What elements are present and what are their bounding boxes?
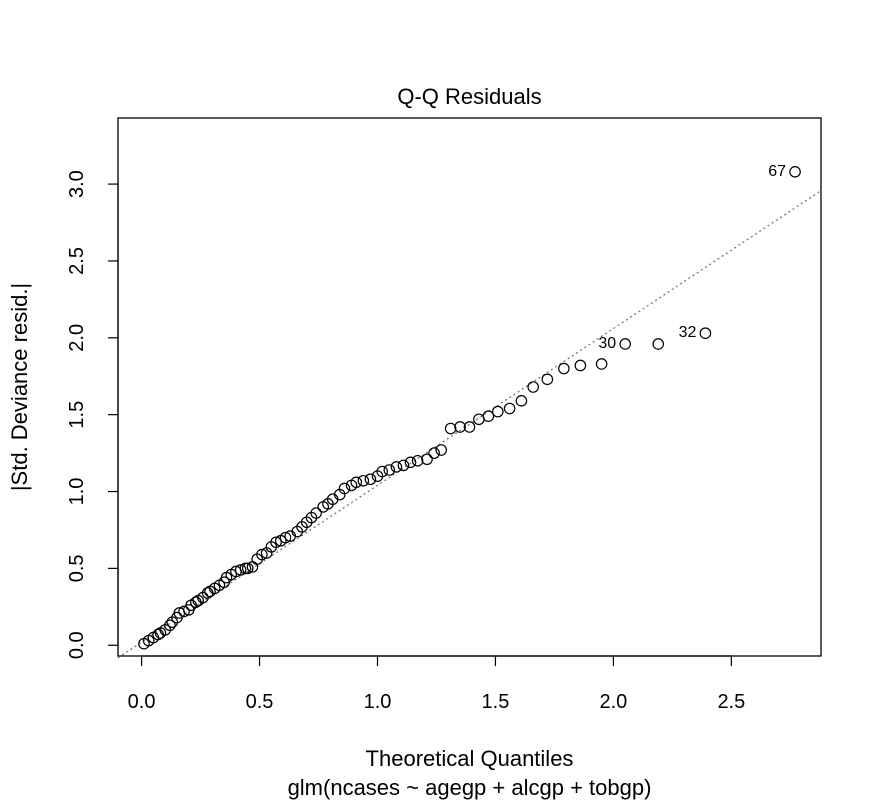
data-point — [270, 536, 282, 549]
data-point — [503, 402, 516, 415]
x-tick-label: 0.0 — [128, 691, 156, 713]
data-point — [178, 605, 190, 618]
data-point — [541, 373, 554, 386]
data-point — [404, 456, 417, 469]
y-axis-label: |Std. Deviance resid.| — [7, 283, 32, 491]
reference-line — [117, 190, 822, 659]
data-point — [383, 464, 396, 476]
data-point — [397, 459, 410, 472]
x-axis: 0.0 0.5 1.0 1.5 2.0 2.5 — [128, 655, 745, 713]
data-point — [357, 474, 370, 487]
x-tick-label: 0.5 — [246, 691, 274, 713]
data-point — [558, 362, 570, 375]
chart-title: Q-Q Residuals — [397, 84, 541, 109]
data-point — [241, 562, 254, 575]
y-tick-label: 1.0 — [66, 478, 88, 506]
data-point — [789, 166, 801, 178]
data-point — [463, 421, 476, 433]
chart-subtitle: glm(ncases ~ agegp + alcgp + tobgp) — [288, 775, 652, 800]
data-point — [428, 447, 440, 459]
data-point — [338, 482, 351, 495]
data-point — [364, 473, 377, 486]
y-tick-label: 1.5 — [66, 401, 88, 429]
x-tick-label: 2.0 — [599, 691, 627, 713]
data-point — [350, 476, 363, 489]
x-tick-label: 1.5 — [482, 691, 510, 713]
reference-line-layer — [117, 190, 822, 659]
y-tick-label: 0.0 — [66, 631, 88, 659]
x-tick-label: 2.5 — [717, 691, 745, 713]
y-tick-label: 2.0 — [66, 324, 88, 352]
data-point — [527, 381, 539, 393]
data-point — [699, 327, 712, 339]
data-point — [515, 395, 528, 407]
data-point — [492, 405, 504, 418]
data-point — [473, 413, 485, 426]
y-tick-label: 3.0 — [66, 170, 88, 198]
data-point — [482, 410, 495, 423]
points-layer — [138, 166, 801, 650]
data-point — [454, 421, 466, 433]
annotations-layer: 67 30 32 — [598, 163, 786, 352]
data-point — [595, 358, 608, 370]
point-label: 67 — [768, 163, 786, 180]
data-point — [310, 507, 322, 519]
point-label: 30 — [598, 335, 616, 352]
data-point — [234, 564, 247, 576]
x-tick-label: 1.0 — [364, 691, 392, 713]
data-point — [390, 461, 403, 473]
data-point — [435, 444, 447, 456]
data-point — [574, 359, 587, 372]
data-point — [421, 453, 433, 466]
point-label: 32 — [679, 324, 697, 341]
y-tick-label: 2.5 — [66, 247, 88, 275]
data-point — [256, 548, 268, 561]
data-point — [444, 422, 457, 435]
y-axis: 0.0 0.5 1.0 1.5 2.0 2.5 3.0 — [66, 170, 119, 659]
data-point — [411, 454, 424, 467]
data-point — [376, 465, 389, 478]
plot-frame — [117, 117, 822, 657]
data-point — [652, 338, 665, 350]
x-axis-label: Theoretical Quantiles — [366, 746, 574, 771]
y-tick-label: 0.5 — [66, 554, 88, 582]
data-point — [164, 619, 176, 632]
data-point — [619, 338, 631, 350]
data-point — [279, 531, 292, 544]
